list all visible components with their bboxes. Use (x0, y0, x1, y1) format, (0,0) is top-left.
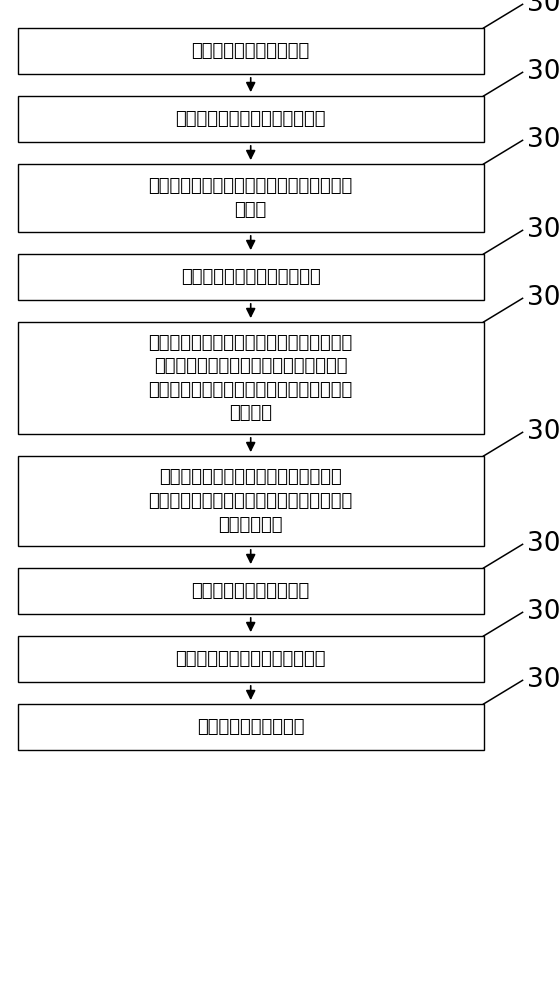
Text: 306: 306 (527, 419, 559, 445)
Bar (18, 28, 484, 74)
Text: 以半导体材料制备衬底区: 以半导体材料制备衬底区 (192, 42, 310, 60)
Bar (18, 704, 484, 750)
Text: 309: 309 (527, 667, 559, 693)
Text: 在所述源区上沉积金属形成源极: 在所述源区上沉积金属形成源极 (176, 650, 326, 668)
Bar (18, 568, 484, 614)
Text: 在衬底区下方制作漏极: 在衬底区下方制作漏极 (197, 718, 305, 736)
Text: 308: 308 (527, 599, 559, 625)
Text: 在所述基体区上形成源区: 在所述基体区上形成源区 (192, 582, 310, 600)
Text: 301: 301 (527, 0, 559, 17)
Bar (18, 636, 484, 682)
Text: 在沟槽内依次沉积氧化物、多晶硅、氧
化物、多晶硅和氧化物，形成绝缘层、屏蔽
栅以及控制栅: 在沟槽内依次沉积氧化物、多晶硅、氧 化物、多晶硅和氧化物，形成绝缘层、屏蔽 栅以… (149, 468, 353, 534)
Bar (18, 322, 484, 434)
Text: 304: 304 (527, 217, 559, 243)
Text: 在沟槽内依次沉积低介电常数介质、多晶硅
以及低介电常数介质，形成低介电常数子
层、第一级屏蔽栅、第二级屏蔽栅和第三级
屏蔽栅；: 在沟槽内依次沉积低介电常数介质、多晶硅 以及低介电常数介质，形成低介电常数子 层… (149, 334, 353, 422)
Bar (18, 96, 484, 142)
Bar (18, 254, 484, 300)
Text: 在所述衬底区上外延形成漂移区: 在所述衬底区上外延形成漂移区 (176, 110, 326, 128)
Text: 305: 305 (527, 285, 559, 311)
Text: 303: 303 (527, 127, 559, 153)
Bar (18, 164, 484, 232)
Bar (18, 456, 484, 546)
Text: 302: 302 (527, 59, 559, 85)
Text: 在所述漂移区上以离子注入或扩散方式形成
基体区: 在所述漂移区上以离子注入或扩散方式形成 基体区 (149, 177, 353, 219)
Text: 307: 307 (527, 531, 559, 557)
Text: 在所述漂移区的侧面刻蚀沟槽: 在所述漂移区的侧面刻蚀沟槽 (181, 268, 321, 286)
